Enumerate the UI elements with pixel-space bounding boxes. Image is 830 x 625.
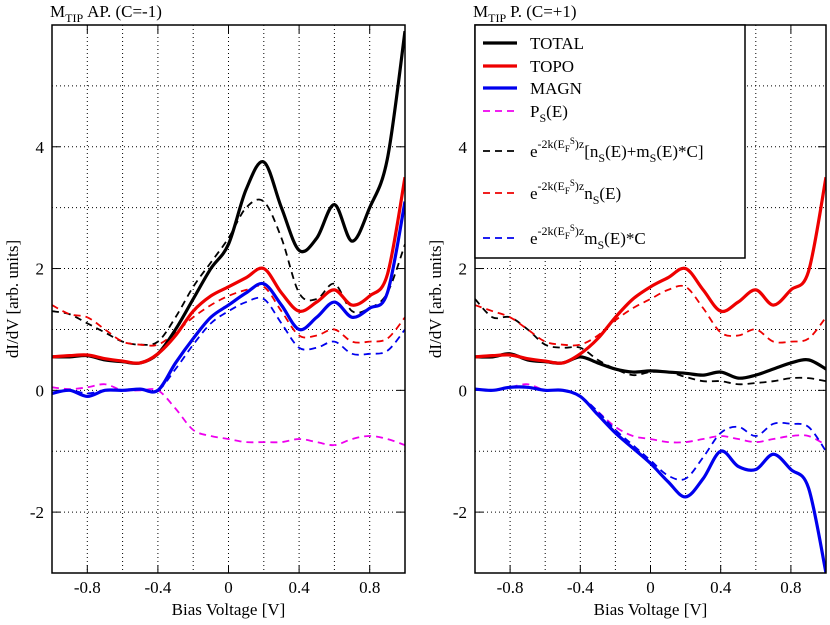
panel: -2 0 2 4 -0.8 -0.4 0 0.4 0.8 Bias Voltage [V] dI/d…	[3, 2, 406, 619]
series-line	[475, 284, 826, 347]
x-tick-label: -0.8	[497, 578, 524, 597]
legend-label: TOPO	[530, 57, 574, 76]
y-axis-label: dI/dV [arb. units]	[3, 240, 22, 358]
text-part: S	[570, 136, 575, 146]
series-line	[52, 296, 405, 395]
chart-title: MTIP AP. (C=-1)	[50, 2, 162, 25]
title-part: TIP	[65, 11, 83, 25]
series-line	[475, 385, 826, 573]
x-tick-label: 0.4	[288, 578, 310, 597]
text-part: e	[530, 229, 538, 248]
text-part: TOPO	[530, 57, 574, 76]
text-part: F	[565, 144, 570, 154]
text-part: -2k(E	[538, 224, 565, 238]
title-part: M	[50, 2, 65, 21]
legend-label: MAGN	[530, 79, 582, 98]
series-line	[52, 198, 405, 346]
x-tick-label: 0.8	[780, 578, 801, 597]
text-part: (E)	[546, 102, 568, 121]
text-part: S	[598, 151, 605, 165]
text-part: S	[539, 111, 546, 125]
text-part: (E)+m	[605, 142, 650, 161]
title-part: TIP	[488, 11, 506, 25]
text-part: S	[570, 178, 575, 188]
y-tick-label: 4	[36, 138, 45, 157]
legend-label: PS(E)	[530, 102, 568, 125]
x-tick-label: 0	[646, 578, 655, 597]
text-part: F	[565, 186, 570, 196]
text-part: (E)*C]	[656, 142, 703, 161]
chart-title: MTIP P. (C=+1)	[473, 2, 577, 25]
text-part: m	[584, 229, 597, 248]
y-tick-label: 2	[459, 260, 468, 279]
text-part: e	[530, 142, 538, 161]
text-part: )z	[575, 137, 584, 151]
legend-label: e-2k(EFS)zmS(E)*C	[530, 223, 646, 252]
text-part: S	[570, 223, 575, 233]
y-tick-label: 0	[36, 381, 45, 400]
x-tick-label: -0.4	[567, 578, 594, 597]
text-part: [n	[584, 142, 599, 161]
text-part: F	[565, 231, 570, 241]
text-part: )z	[575, 179, 584, 193]
x-tick-label: -0.8	[74, 578, 101, 597]
legend-box	[474, 24, 746, 259]
x-axis-label: Bias Voltage [V]	[172, 600, 286, 619]
text-part: S	[650, 151, 657, 165]
x-axis-label: Bias Voltage [V]	[594, 600, 708, 619]
text-part: e	[530, 184, 538, 203]
series-group	[475, 176, 826, 573]
text-part: (E)*C	[604, 229, 646, 248]
y-tick-label: -2	[30, 503, 44, 522]
y-tick-label: 2	[36, 260, 45, 279]
y-tick-label: 4	[459, 138, 468, 157]
series-group	[52, 30, 405, 447]
text-part: (E)	[599, 184, 621, 203]
plot-frame	[51, 24, 406, 574]
text-part: P	[530, 102, 539, 121]
y-axis-label: dI/dV [arb. units]	[426, 240, 445, 358]
title-part: P. (C=+1)	[510, 2, 576, 21]
series-line	[52, 284, 405, 347]
text-part: n	[584, 184, 593, 203]
y-tick-label: -2	[453, 503, 467, 522]
legend-label: TOTAL	[530, 34, 584, 53]
title-part: M	[473, 2, 488, 21]
panel: -2 0 2 4 -0.8 -0.4 0 0.4 0.8 Bias Voltage [V] dI/d…	[426, 2, 827, 619]
series-line	[475, 383, 826, 446]
legend-label: e-2k(EFS)z[nS(E)+mS(E)*C]	[530, 136, 704, 165]
text-part: -2k(E	[538, 179, 565, 193]
text-part: )z	[575, 224, 584, 238]
title-part: AP. (C=-1)	[87, 2, 162, 21]
x-tick-label: 0.8	[359, 578, 380, 597]
x-tick-label: 0	[224, 578, 233, 597]
series-line	[52, 201, 405, 399]
series-line	[52, 383, 405, 447]
y-tick-label: 0	[459, 381, 468, 400]
series-line	[52, 176, 405, 365]
series-line	[475, 176, 826, 365]
text-part: S	[597, 238, 604, 252]
text-part: MAGN	[530, 79, 582, 98]
text-part: S	[593, 193, 600, 207]
x-tick-label: -0.4	[144, 578, 171, 597]
legend-label: e-2k(EFS)znS(E)	[530, 178, 621, 207]
text-part: -2k(E	[538, 137, 565, 151]
x-tick-label: 0.4	[710, 578, 732, 597]
text-part: TOTAL	[530, 34, 584, 53]
